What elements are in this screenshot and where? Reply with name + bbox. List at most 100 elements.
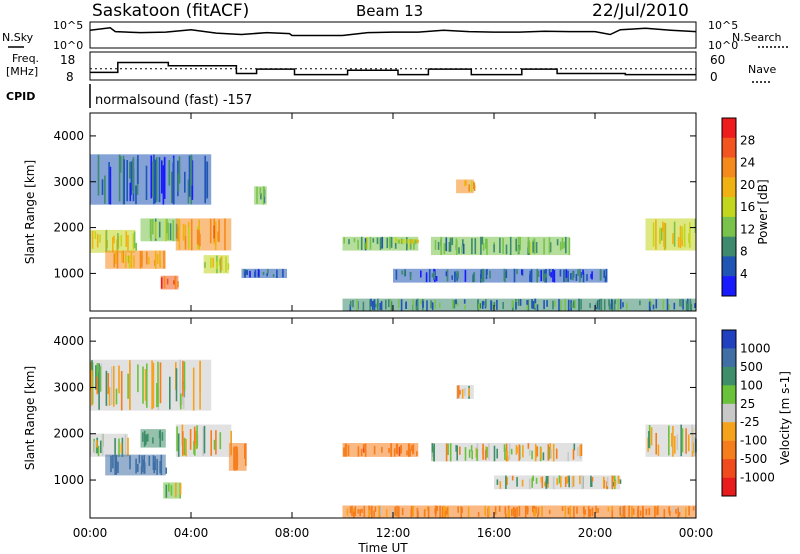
data-cell — [552, 443, 555, 462]
data-cell — [470, 180, 473, 192]
data-cell — [349, 304, 352, 311]
data-cell — [411, 239, 414, 244]
data-cell — [611, 299, 613, 309]
data-cell — [526, 300, 528, 305]
data-cell — [412, 299, 415, 311]
data-cell — [176, 426, 178, 452]
y-tick-label: 4000 — [53, 334, 84, 348]
data-cell — [146, 363, 148, 408]
data-cell — [433, 271, 435, 280]
data-cell — [521, 479, 524, 487]
data-cell — [528, 240, 530, 254]
data-cell — [480, 302, 483, 309]
data-cell — [655, 299, 658, 309]
data-cell — [385, 509, 388, 517]
data-cell — [458, 247, 460, 254]
data-cell — [655, 432, 657, 455]
data-cell — [190, 219, 193, 251]
data-cell — [473, 183, 476, 188]
data-cell — [161, 432, 164, 441]
colorbar-swatch — [722, 403, 736, 423]
data-cell — [663, 229, 665, 247]
data-cell — [381, 236, 384, 249]
data-cell — [485, 238, 487, 249]
data-cell — [398, 240, 400, 244]
data-cell — [533, 238, 536, 255]
data-cell — [160, 277, 163, 289]
data-cell — [552, 300, 554, 310]
data-cell — [114, 455, 116, 475]
data-cell — [688, 233, 690, 244]
data-cell — [477, 300, 479, 309]
data-cell — [133, 255, 135, 268]
time-axis-ticks: 00:00 04:00 08:00 12:00 16:00 20:00 00:00 — [73, 113, 713, 540]
data-cell — [613, 300, 616, 311]
data-cell — [438, 302, 441, 309]
data-cell — [577, 269, 579, 276]
data-cell — [540, 477, 543, 483]
data-cell — [199, 361, 201, 392]
data-cell — [522, 445, 524, 458]
data-cell — [537, 507, 540, 515]
data-cell — [393, 448, 396, 457]
data-cell — [468, 184, 470, 192]
data-cell — [217, 231, 219, 242]
data-cell — [690, 303, 693, 311]
data-cell — [518, 506, 521, 517]
data-cell — [105, 370, 108, 406]
data-cell — [196, 425, 198, 449]
data-cell — [179, 359, 181, 407]
colorbar-swatch — [722, 348, 736, 368]
data-cell — [153, 154, 155, 205]
data-cell — [113, 365, 115, 407]
data-cell — [545, 479, 547, 489]
data-cell — [579, 475, 581, 485]
data-cell — [515, 302, 517, 310]
data-cell — [481, 236, 484, 245]
data-cell — [535, 506, 537, 514]
colorbar-swatch — [722, 177, 736, 198]
data-cell — [120, 443, 123, 454]
data-cell — [552, 476, 555, 489]
data-cell — [415, 299, 418, 306]
data-cell — [672, 506, 675, 512]
data-cell — [166, 218, 168, 234]
data-cell — [96, 233, 99, 248]
data-cell — [694, 303, 696, 308]
data-cell — [282, 269, 284, 278]
data-cell — [541, 506, 543, 517]
data-cell — [108, 162, 110, 205]
data-cell — [179, 483, 182, 495]
data-cell — [527, 443, 530, 449]
data-region-11 — [645, 424, 696, 457]
data-cell — [529, 242, 532, 255]
data-cell — [587, 506, 590, 517]
data-cell — [461, 245, 463, 254]
data-cell — [177, 433, 180, 457]
data-cell — [494, 506, 497, 515]
data-cell — [605, 268, 608, 282]
data-cell — [543, 238, 545, 255]
data-cell — [178, 156, 181, 184]
data-cell — [165, 484, 168, 498]
velocity-data-cells — [90, 359, 697, 518]
data-cell — [580, 272, 582, 278]
data-cell — [416, 451, 418, 456]
data-cell — [182, 360, 184, 397]
data-cell — [394, 243, 397, 249]
data-cell — [567, 507, 570, 515]
data-cell — [474, 238, 477, 254]
data-cell — [99, 366, 102, 392]
colorbar-tick-label: -500 — [740, 452, 767, 466]
x-tick-label: 00:00 — [73, 526, 108, 540]
data-cell — [94, 441, 96, 454]
data-cell — [401, 270, 403, 275]
data-cell — [260, 193, 262, 200]
data-cell — [567, 270, 569, 282]
data-cell — [573, 443, 576, 451]
data-cell — [505, 244, 508, 255]
data-cell — [572, 271, 574, 281]
data-cell — [652, 304, 655, 310]
data-cell — [673, 221, 676, 247]
data-cell — [619, 506, 622, 516]
